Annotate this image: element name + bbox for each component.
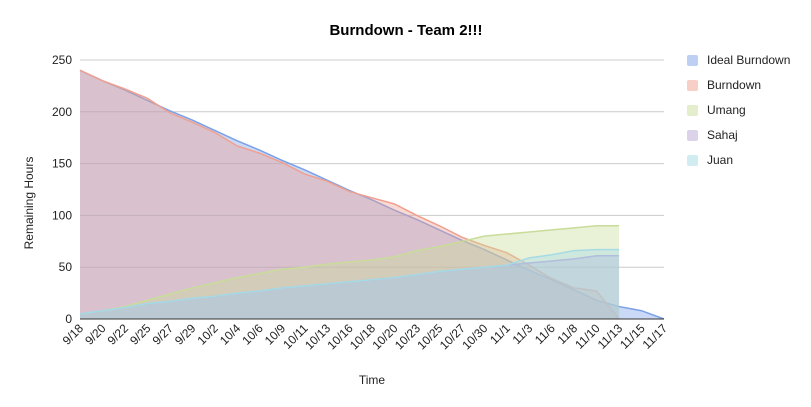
series-areas bbox=[79, 69, 665, 320]
x-tick-label: 9/29 bbox=[172, 321, 199, 348]
x-tick-label: 11/13 bbox=[595, 321, 626, 352]
x-tick-label: 9/25 bbox=[127, 321, 154, 348]
series-area-ideal-burndown bbox=[80, 70, 664, 319]
legend: Ideal Burndown Burndown Umang Sahaj Juan bbox=[687, 53, 790, 167]
series-area-sahaj bbox=[80, 255, 620, 319]
legend-label: Ideal Burndown bbox=[707, 53, 790, 67]
series-line-umang bbox=[79, 225, 620, 315]
legend-item-burndown: Burndown bbox=[687, 78, 761, 92]
chart-title: Burndown - Team 2!!! bbox=[329, 22, 482, 39]
legend-swatch bbox=[687, 130, 698, 141]
legend-label: Umang bbox=[707, 103, 746, 117]
legend-label: Juan bbox=[707, 153, 733, 167]
y-tick-label: 50 bbox=[59, 260, 73, 274]
x-tick-label: 10/30 bbox=[459, 321, 490, 352]
x-tick-label: 10/2 bbox=[194, 321, 221, 348]
y-tick-label: 100 bbox=[52, 208, 72, 222]
series-line-juan bbox=[79, 248, 620, 315]
x-tick-label: 11/1 bbox=[487, 321, 513, 347]
series-area-juan bbox=[80, 249, 620, 319]
series-line-burndown bbox=[79, 69, 620, 320]
legend-label: Burndown bbox=[707, 78, 761, 92]
series-line-ideal-burndown bbox=[79, 69, 665, 320]
x-tick-label: 9/20 bbox=[82, 321, 109, 348]
legend-label: Sahaj bbox=[707, 128, 738, 142]
x-tick-label: 9/22 bbox=[105, 321, 132, 348]
y-tick-label: 150 bbox=[52, 157, 72, 171]
x-axis-title: Time bbox=[359, 373, 386, 387]
legend-swatch bbox=[687, 155, 698, 166]
legend-item-umang: Umang bbox=[687, 103, 746, 117]
x-tick-label: 11/3 bbox=[510, 321, 536, 347]
legend-swatch bbox=[687, 80, 698, 91]
x-tick-label: 10/6 bbox=[239, 321, 266, 348]
x-tick-label: 10/4 bbox=[217, 321, 244, 348]
y-tick-label: 0 bbox=[65, 312, 72, 326]
x-tick-label: 11/17 bbox=[640, 321, 671, 352]
gridlines bbox=[80, 59, 664, 268]
y-tick-label: 250 bbox=[52, 53, 72, 67]
x-tick-label: 9/27 bbox=[150, 321, 177, 348]
x-tick-label: 9/18 bbox=[60, 321, 87, 348]
x-tick-label: 11/6 bbox=[532, 321, 558, 347]
legend-swatch bbox=[687, 55, 698, 66]
legend-item-juan: Juan bbox=[687, 153, 733, 167]
y-axis-title: Remaining Hours bbox=[22, 157, 36, 250]
legend-swatch bbox=[687, 105, 698, 116]
legend-item-ideal-burndown: Ideal Burndown bbox=[687, 53, 790, 67]
y-tick-label: 200 bbox=[52, 105, 72, 119]
legend-item-sahaj: Sahaj bbox=[687, 128, 738, 142]
x-tick-label: 11/10 bbox=[572, 321, 603, 352]
x-tick-label: 11/15 bbox=[617, 321, 648, 352]
